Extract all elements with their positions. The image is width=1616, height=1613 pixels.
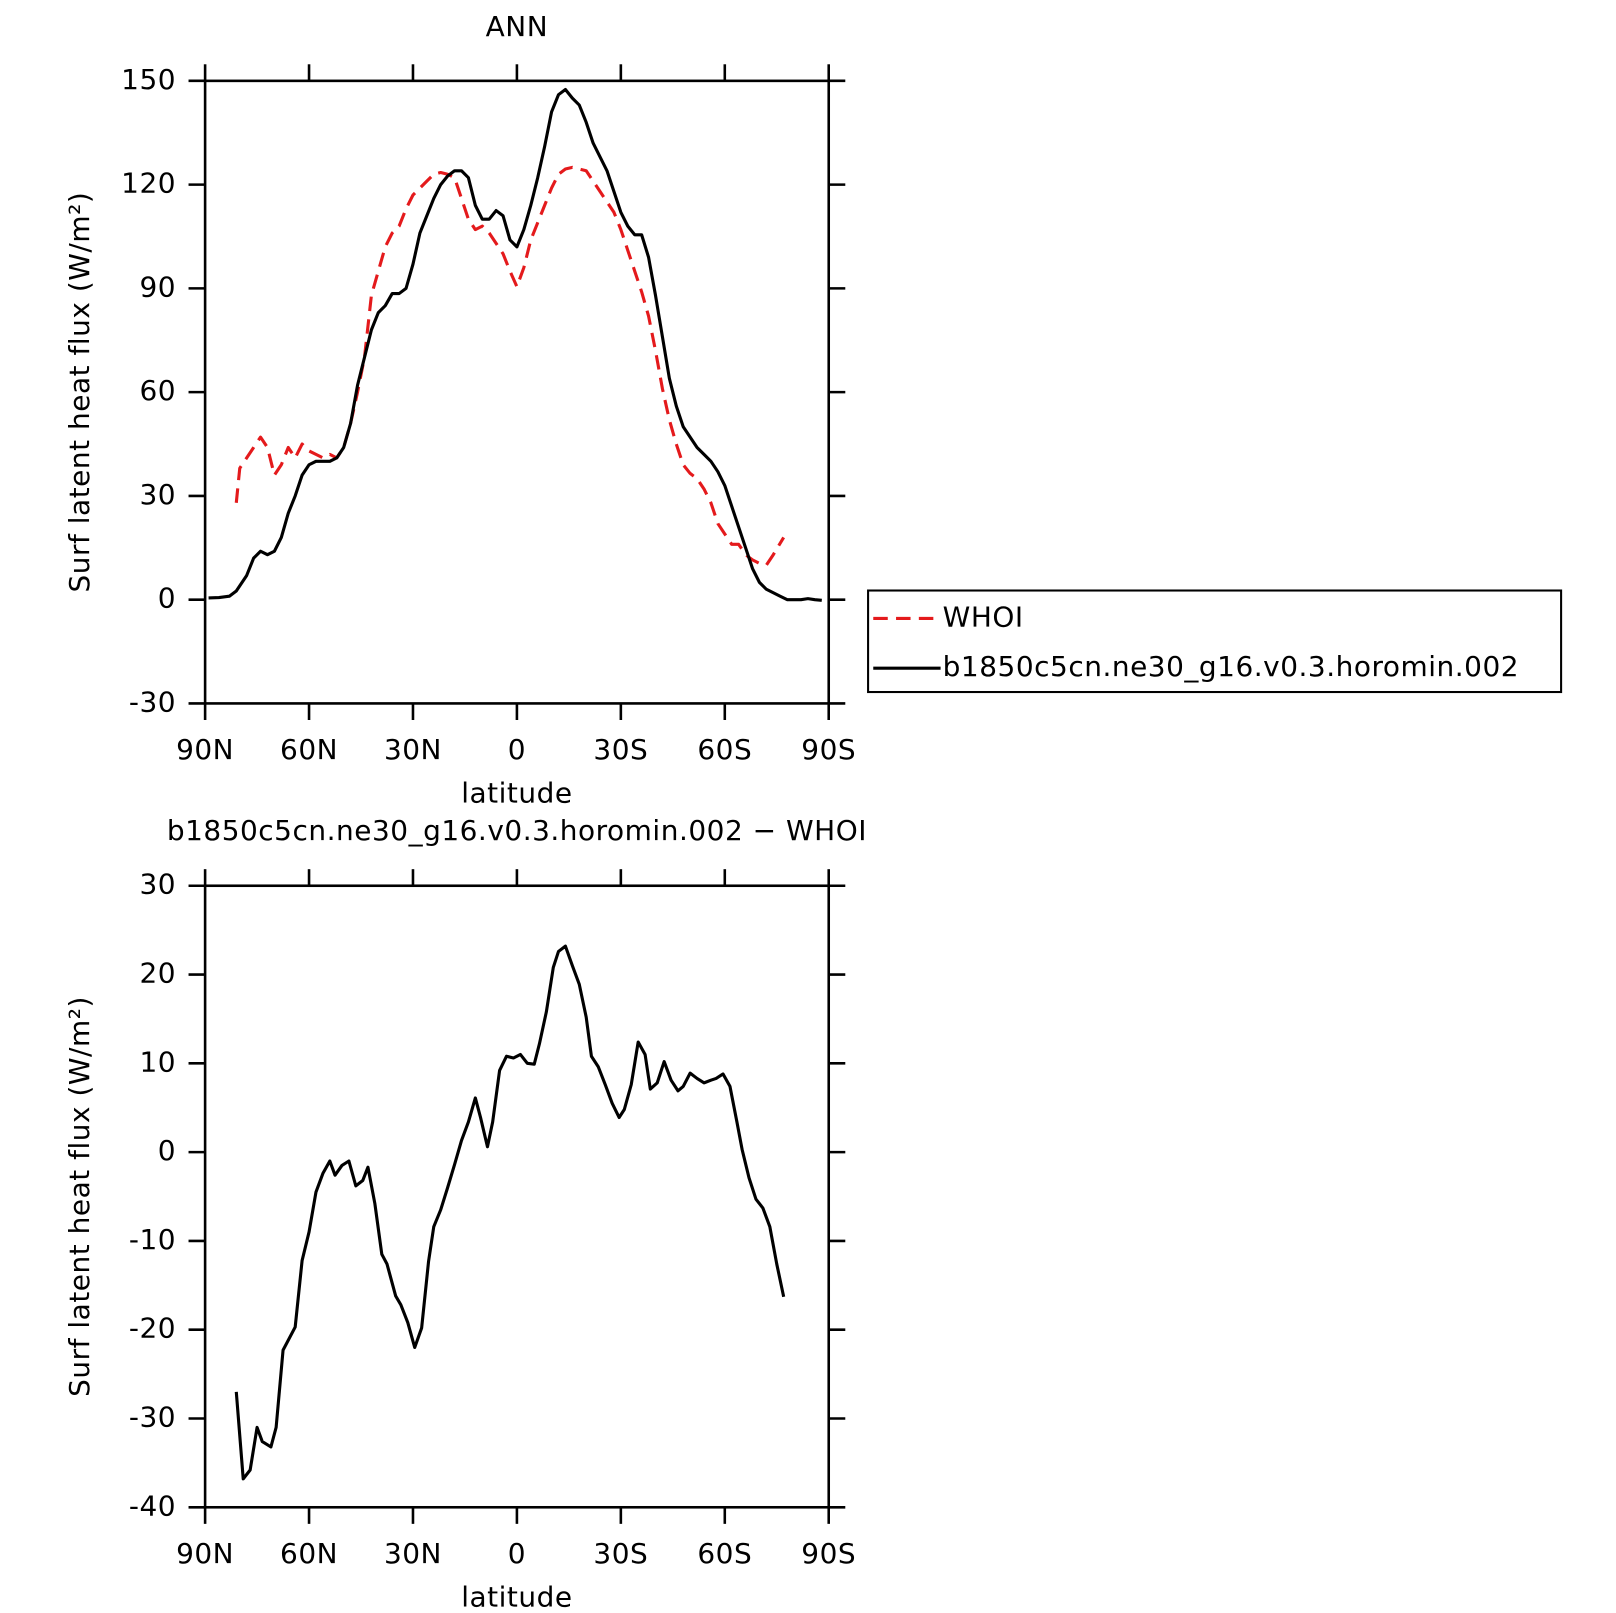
y-tick-label: -10 — [129, 1223, 176, 1256]
x-tick-label: 60S — [697, 1537, 752, 1570]
x-tick-label: 90N — [176, 1537, 234, 1570]
y-tick-label: 120 — [121, 167, 176, 200]
y-tick-label: 20 — [139, 957, 176, 990]
plot-frame — [203, 79, 831, 705]
x-tick-label: 30S — [593, 733, 648, 766]
chart-title: b1850c5cn.ne30_g16.v0.3.horomin.002 − WH… — [167, 814, 867, 847]
y-tick-label: 30 — [139, 868, 176, 901]
x-tick-label: 30N — [384, 1537, 442, 1570]
chart-title: ANN — [486, 10, 548, 43]
x-tick-label: 60N — [280, 733, 338, 766]
x-axis-label: latitude — [461, 777, 572, 810]
x-tick-label: 0 — [508, 733, 526, 766]
y-tick-label: -40 — [129, 1489, 176, 1522]
data-line — [234, 944, 786, 1481]
x-axis-label: latitude — [461, 1580, 572, 1613]
y-tick-label: 90 — [139, 270, 176, 303]
x-tick-label: 90S — [801, 733, 856, 766]
x-tick-label: 90S — [801, 1537, 856, 1570]
y-tick-label: -30 — [129, 685, 176, 718]
plot-frame — [203, 884, 831, 1509]
legend-label: WHOI — [943, 600, 1024, 633]
x-tick-label: 30S — [593, 1537, 648, 1570]
y-tick-label: 0 — [158, 582, 176, 615]
y-tick-label: 60 — [139, 374, 176, 407]
x-tick-label: 30N — [384, 733, 442, 766]
y-tick-label: 30 — [139, 478, 176, 511]
y-tick-label: -20 — [129, 1312, 176, 1345]
y-axis-label: Surf latent heat flux (W/m²) — [63, 996, 96, 1397]
y-tick-label: 10 — [139, 1045, 176, 1078]
y-tick-label: -30 — [129, 1400, 176, 1433]
legend-label: b1850c5cn.ne30_g16.v0.3.horomin.002 — [943, 650, 1519, 683]
legend-box — [867, 589, 1563, 694]
data-line — [208, 87, 822, 602]
data-line — [234, 165, 786, 567]
x-tick-label: 60S — [697, 733, 752, 766]
x-tick-label: 60N — [280, 1537, 338, 1570]
y-tick-label: 0 — [158, 1134, 176, 1167]
x-tick-label: 0 — [508, 1537, 526, 1570]
y-axis-label: Surf latent heat flux (W/m²) — [63, 192, 96, 593]
x-tick-label: 90N — [176, 733, 234, 766]
y-tick-label: 150 — [121, 63, 176, 96]
